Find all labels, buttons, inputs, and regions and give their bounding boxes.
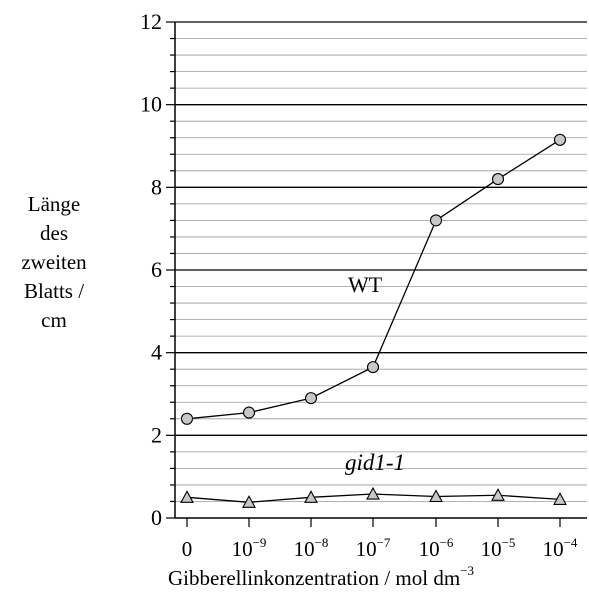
x-tick-label: 10−5 [481, 535, 516, 560]
y-axis-label-line-4: Blatts / [23, 279, 85, 303]
data-point-gid1-1 [429, 489, 443, 503]
series-label-gid1-1: gid1-1 [345, 450, 405, 475]
x-tick-label: 10−4 [543, 535, 578, 560]
data-point-WT [304, 392, 318, 405]
x-axis-title-exponent: −3 [460, 563, 475, 578]
x-tick-label: 10−9 [232, 535, 267, 560]
data-point-WT [366, 361, 380, 374]
y-tick-label: 0 [151, 505, 162, 530]
data-point-WT [180, 412, 194, 425]
y-tick-label: 8 [151, 174, 162, 199]
y-axis-label: Länge des zweiten Blatts / cm [0, 190, 108, 335]
x-axis-title-text: Gibberellinkonzentration / mol dm [168, 566, 461, 590]
data-point-gid1-1 [242, 495, 256, 508]
x-tick-label: 10−7 [356, 535, 391, 560]
y-tick-label: 2 [151, 422, 162, 447]
data-point-gid1-1 [180, 490, 194, 503]
data-point-gid1-1 [366, 486, 380, 500]
x-axis-title: Gibberellinkonzentration / mol dm−3 [168, 563, 589, 591]
y-tick-label: 10 [140, 92, 162, 117]
x-tick-label: 10−8 [294, 535, 329, 560]
x-tick-label: 10−6 [419, 535, 454, 560]
x-tick-label: 0 [182, 537, 193, 560]
y-axis-label-line-1: Länge [27, 192, 81, 216]
data-point-WT [491, 173, 505, 186]
data-point-WT [429, 214, 443, 227]
data-point-gid1-1 [491, 488, 505, 501]
y-axis-label-line-5: cm [41, 308, 67, 332]
data-point-gid1-1 [553, 492, 567, 505]
y-axis-label-line-2: des [40, 221, 68, 245]
data-point-WT [242, 406, 256, 419]
line-chart: 0 2 4 6 8 10 12 0 10−9 10−8 10−7 10−6 10−5 10−4 WT gid1… [140, 9, 587, 560]
data-point-gid1-1 [304, 490, 318, 503]
y-axis-label-line-3: zweiten [21, 250, 87, 274]
data-point-WT [553, 133, 567, 146]
series-label-wt: WT [348, 272, 383, 297]
y-tick-label: 12 [140, 9, 162, 34]
y-tick-label: 4 [151, 340, 162, 365]
y-tick-label: 6 [151, 257, 162, 282]
